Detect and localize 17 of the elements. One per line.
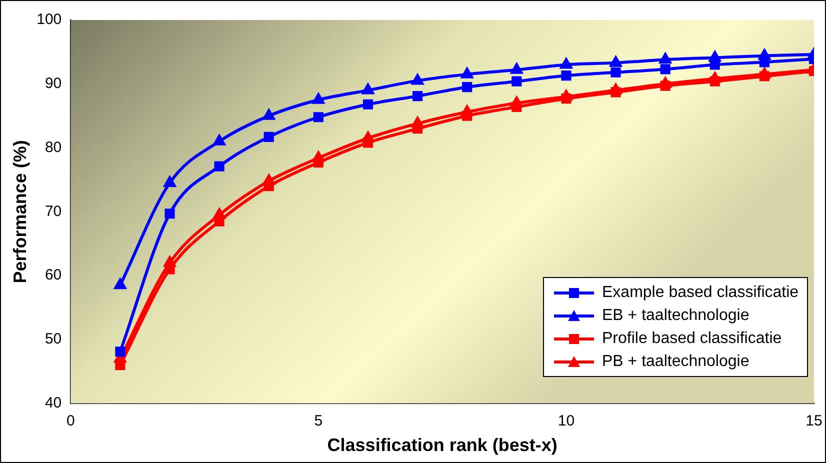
y-tick-label: 50 xyxy=(44,330,62,348)
x-tick-label: 15 xyxy=(806,412,822,430)
legend-label: EB + taaltechnologie xyxy=(602,306,750,326)
x-tick-label: 5 xyxy=(314,412,323,430)
x-tick-label: 0 xyxy=(66,412,75,430)
y-tick-label: 90 xyxy=(44,75,62,92)
y-tick-label: 60 xyxy=(44,266,62,284)
y-tick-label: 70 xyxy=(44,202,62,220)
legend-label: Profile based classificatie xyxy=(602,329,782,350)
y-axis-title: Performance (%) xyxy=(10,140,30,284)
y-tick-label: 40 xyxy=(44,394,62,412)
y-tick-label: 100 xyxy=(36,11,62,28)
y-tick-label: 80 xyxy=(44,138,62,156)
legend-label: Example based classificatie xyxy=(602,283,799,304)
x-tick-label: 10 xyxy=(558,412,575,430)
legend-label: PB + taaltechnologie xyxy=(602,352,750,372)
x-axis-title: Classification rank (best-x) xyxy=(327,435,558,456)
